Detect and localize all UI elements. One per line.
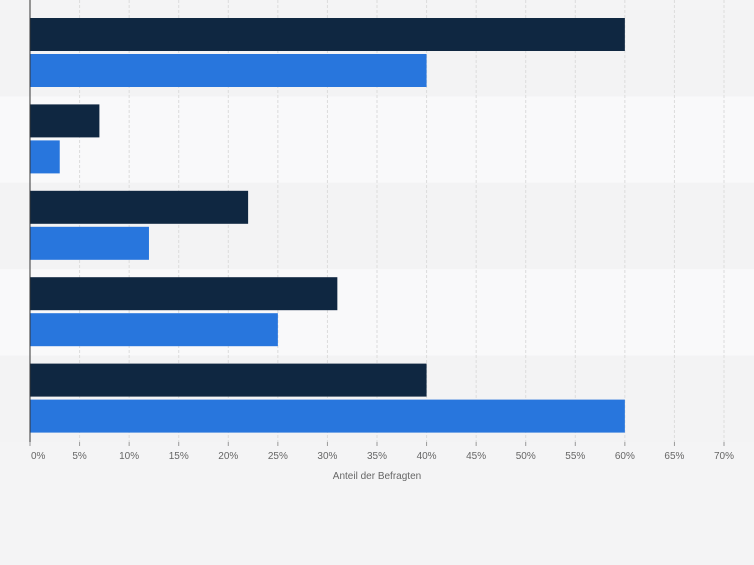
bars	[30, 18, 625, 433]
x-tick-label: 15%	[169, 451, 189, 462]
bar-series-1-category-1[interactable]	[30, 18, 625, 51]
x-tick-label: 5%	[72, 451, 87, 462]
bar-series-2-category-1[interactable]	[30, 54, 427, 87]
x-tick-label: 60%	[615, 451, 635, 462]
bar-series-1-category-2[interactable]	[30, 104, 100, 138]
x-tick-label: 0%	[31, 451, 46, 462]
bar-series-2-category-5[interactable]	[30, 399, 625, 433]
x-axis-label: Anteil der Befragten	[333, 471, 421, 482]
x-tick-label: 55%	[565, 451, 585, 462]
x-tick-label: 40%	[417, 451, 437, 462]
bar-series-2-category-4[interactable]	[30, 313, 278, 347]
x-tick-label: 50%	[516, 451, 536, 462]
x-tick-label: 30%	[317, 451, 337, 462]
x-tick-label: 25%	[268, 451, 288, 462]
bar-series-1-category-4[interactable]	[30, 277, 338, 311]
x-tick-label: 65%	[664, 451, 684, 462]
x-tick-label: 70%	[714, 451, 734, 462]
category-band	[0, 96, 754, 183]
bar-series-2-category-2[interactable]	[30, 140, 60, 174]
x-axis-ticks: 0% 5% 10% 15% 20% 25% 30% 35% 40% 45% 50% 55% 60% 65%…	[29, 442, 734, 462]
x-tick-label: 35%	[367, 451, 387, 462]
bar-series-2-category-3[interactable]	[30, 226, 149, 260]
x-tick-label: 45%	[466, 451, 486, 462]
bar-series-1-category-5[interactable]	[30, 363, 427, 397]
x-tick-label: 10%	[119, 451, 139, 462]
x-tick-label: 20%	[218, 451, 238, 462]
bar-series-1-category-3[interactable]	[30, 190, 249, 224]
